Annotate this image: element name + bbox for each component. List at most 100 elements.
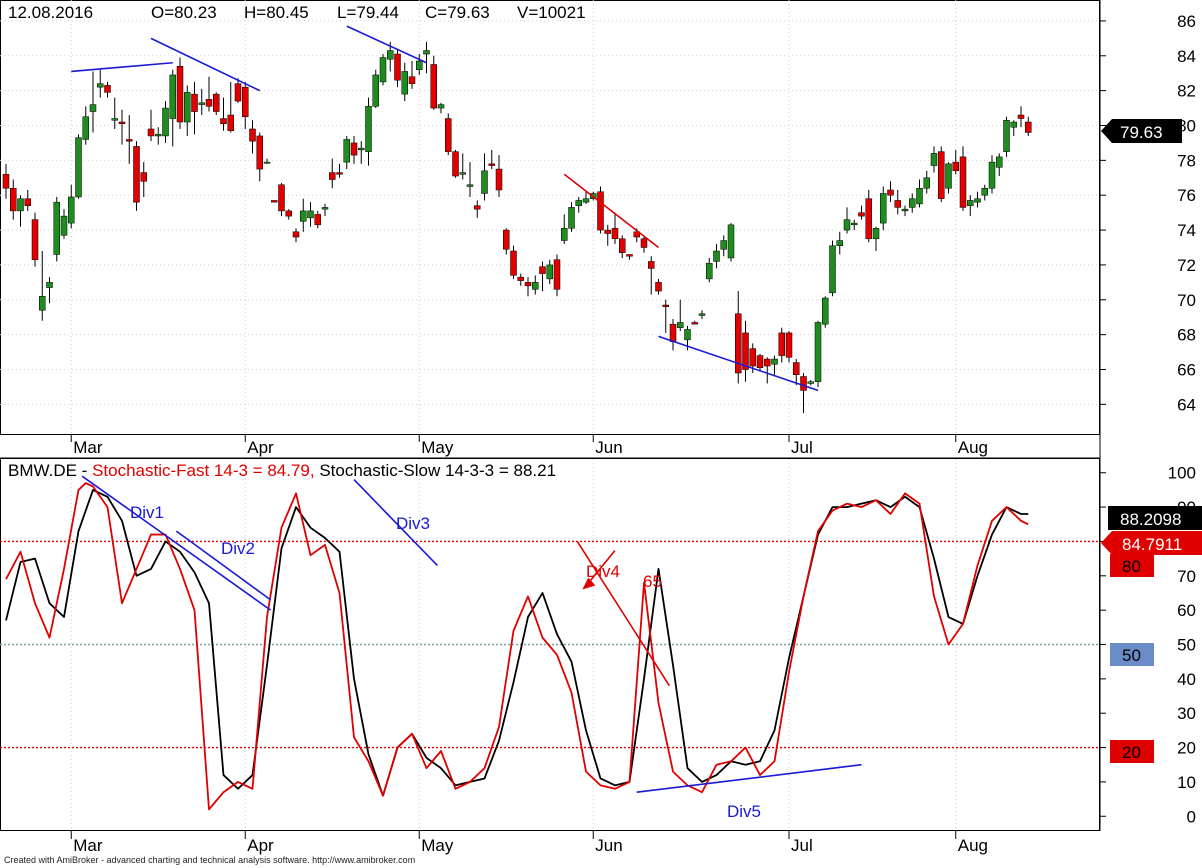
stoch-axis-label: 40 [1177,670,1196,689]
candle-body [836,240,843,247]
candle-body [996,156,1003,168]
candle-body [1010,121,1017,128]
candle-body [343,139,350,163]
candle-body [930,153,938,166]
candle-body [227,114,234,131]
stoch-fast-badge: 84.7911 [1101,531,1202,555]
candle-body [75,137,82,198]
candle-body [974,198,981,203]
footer-credit: Created with AmiBroker - advanced charti… [4,855,416,865]
candle-body [872,228,880,240]
candle-body [648,261,655,269]
price-header-date: 12.08.2016 [8,3,93,22]
candle-body [539,266,546,274]
div3-label: Div3 [396,514,430,533]
price-axis-label: 70 [1177,291,1196,310]
candle-body [263,161,271,164]
stoch-title-symbol: BMW.DE - [8,461,92,480]
candle-body [945,163,952,189]
candle-body [1003,120,1010,152]
candle-body [213,93,220,112]
candle-body [742,332,749,370]
date-label-bottom: Jun [595,836,622,855]
candle-body [68,196,75,224]
candle-body [793,362,800,375]
date-label-bottom: Jul [791,836,813,855]
candle-body [887,189,894,196]
candle-body [517,276,524,281]
candle-body [452,151,459,177]
candle-body [938,151,945,199]
candle-body [822,297,829,325]
price-header-open: O=80.23 [151,3,217,22]
stoch-fast-badge-text: 84.7911 [1122,535,1182,554]
date-label-bottom: Aug [958,836,988,855]
candle-body [684,329,691,341]
candle-body [242,86,249,118]
candle-body [764,358,771,367]
candle-body [256,135,263,170]
date-label-bottom: Apr [247,836,274,855]
candle-body [756,355,764,369]
candle-body [771,358,778,365]
div4-label: Div4 [586,562,620,581]
level-80-badge-text: 80 [1122,557,1141,576]
candle-body [387,50,394,60]
candle-body [807,381,814,384]
date-label-bottom: May [421,836,454,855]
candle-body [445,118,452,152]
candle-body [408,76,416,84]
stoch-axis-label: 20 [1177,739,1196,758]
candle-body [952,161,959,172]
candle-body [292,231,300,238]
candle-body [851,222,858,226]
candle-body [365,106,372,152]
price-header-close: C=79.63 [425,3,490,22]
candle-body [800,376,807,391]
stochastic-trendlines [81,475,862,794]
candle-body [553,259,561,290]
candle-body [843,219,851,231]
candle-body [611,228,619,240]
candle-body [24,198,31,206]
candle-body [437,104,445,109]
candle-body [698,313,706,316]
candle-body [198,102,205,105]
candlestick-series [2,41,1032,414]
candle-body [481,170,488,194]
candle-body [314,214,321,226]
arrow-head [582,577,596,590]
stoch-grid [0,459,1100,830]
candle-body [60,215,68,236]
price-trendline [563,173,659,249]
candle-body [466,184,474,187]
price-trendline [346,25,427,64]
candle-body [271,200,278,203]
candle-body [140,172,147,182]
candle-body [176,65,184,123]
candle-body [111,118,118,121]
candle-body [118,121,126,125]
candle-body [285,210,292,217]
axes-labels: Mar Mar Apr Apr May May Jun Jun Jul Jul Aug Aug 64 66… [70,12,1196,855]
candle-body [865,198,872,240]
date-label-top: Aug [958,438,988,457]
candle-body [735,313,742,374]
candle-body [126,139,133,142]
candle-body [1017,114,1025,119]
price-trendlines [71,25,819,392]
candle-body [713,250,720,262]
level-50-badge-text: 50 [1122,646,1141,665]
candle-body [901,208,909,212]
candle-body [814,322,822,382]
price-header-volume: V=10021 [517,3,586,22]
candle-body [46,282,53,288]
candle-body [894,200,901,208]
date-label-top: Mar [73,438,103,457]
stoch-axis-label: 10 [1177,773,1196,792]
candle-body [524,282,532,287]
price-axis-label: 86 [1177,12,1196,31]
stoch-title-slow: Stochastic-Slow 14-3-3 = 88.21 [315,461,556,480]
candle-body [561,228,568,241]
candle-body [17,198,24,212]
